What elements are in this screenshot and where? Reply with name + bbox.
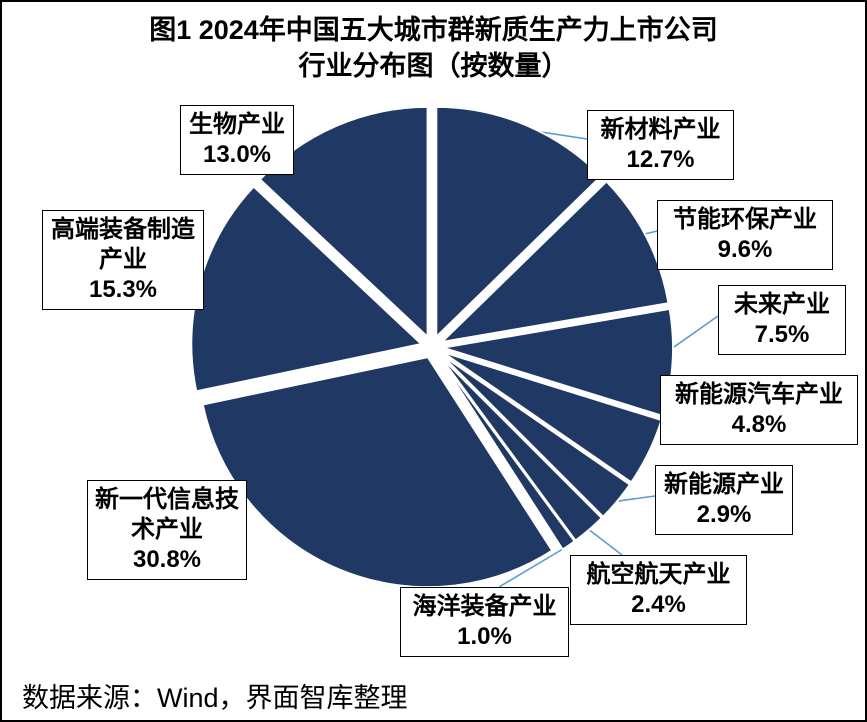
pie-label-pct: 15.3% <box>88 276 158 303</box>
pie-label-xinnengyuanqiche: 新能源汽车产业 4.8% <box>660 375 858 445</box>
chart-title-line1: 图1 2024年中国五大城市群新质生产力上市公司 <box>149 15 718 45</box>
pie-label-haiyangzhuangbei: 海洋装备产业 1.0% <box>400 587 569 657</box>
pie-label-text: 节能环保产业 <box>673 206 817 233</box>
leader-line <box>617 495 656 502</box>
pie-label-pct: 7.5% <box>754 321 810 348</box>
pie-label-pct: 2.4% <box>631 591 686 618</box>
pie-label-text: 航空航天产业 <box>586 561 731 588</box>
leader-line <box>644 230 658 235</box>
data-source-note: 数据来源：Wind，界面智库整理 <box>22 683 408 713</box>
pie-label-pct: 12.7% <box>626 146 695 173</box>
chart-title-line2: 行业分布图（按数量） <box>298 51 569 82</box>
pie-label-text: 高端装备制造产业 <box>51 216 195 273</box>
pie-label-text: 海洋装备产业 <box>412 593 557 620</box>
pie-label-pct: 13.0% <box>202 141 272 168</box>
chart-title: 图1 2024年中国五大城市群新质生产力上市公司 行业分布图（按数量） <box>2 12 865 85</box>
pie-slice-7 <box>201 355 554 589</box>
pie-label-pct: 2.9% <box>696 501 752 528</box>
pie-label-hangkonghangtian: 航空航天产业 2.4% <box>570 555 747 625</box>
pie-label-gaoduanzhuangbei: 高端装备制造产业 15.3% <box>42 210 204 310</box>
pie-label-xinyidaixinxijishu: 新一代信息技术产业 30.8% <box>87 480 247 580</box>
leader-line <box>588 529 623 556</box>
pie-label-xinnengyuan: 新能源产业 2.9% <box>655 465 793 535</box>
pie-label-jienenghuanbao: 节能环保产业 9.6% <box>657 200 833 270</box>
pie-label-text: 新能源产业 <box>664 471 784 498</box>
pie-label-text: 生物产业 <box>189 111 285 138</box>
pie-label-text: 新材料产业 <box>600 116 721 143</box>
pie-label-pct: 1.0% <box>457 623 512 650</box>
pie-label-shengwu: 生物产业 13.0% <box>180 105 294 175</box>
leader-line <box>540 131 588 140</box>
leader-line <box>672 315 719 349</box>
pie-label-text: 未来产业 <box>734 291 830 318</box>
pie-label-xincailiao: 新材料产业 12.7% <box>587 110 734 180</box>
pie-label-pct: 9.6% <box>717 236 773 263</box>
pie-slice-6 <box>437 355 576 551</box>
pie-label-weilai: 未来产业 7.5% <box>718 285 846 355</box>
pie-slice-4 <box>439 353 632 519</box>
pie-label-text: 新能源汽车产业 <box>675 381 843 408</box>
leader-line <box>498 544 570 588</box>
pie-slice-1 <box>438 179 670 344</box>
pie-label-pct: 4.8% <box>731 411 787 438</box>
pie-slice-5 <box>438 354 604 542</box>
pie-label-text: 新一代信息技术产业 <box>95 486 239 543</box>
pie-label-pct: 30.8% <box>132 546 202 573</box>
